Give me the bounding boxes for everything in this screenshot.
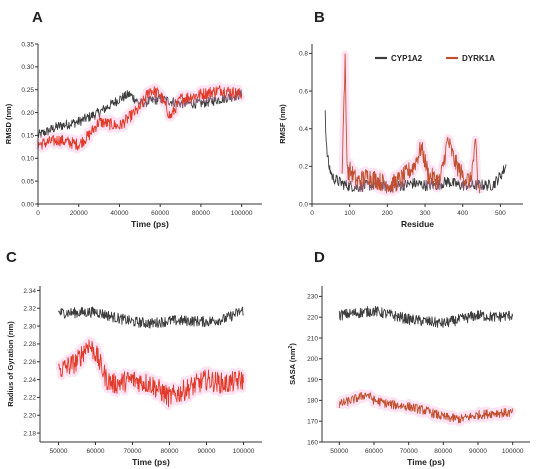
x-axis-label: Residue (401, 219, 434, 229)
y-axis-label: RMSD (nm) (4, 103, 13, 144)
y-tick-label: 0.8 (299, 51, 308, 58)
y-tick-label: 2.26 (23, 359, 36, 366)
x-tick-label: 300 (420, 210, 431, 217)
y-tick-label: 0.2 (299, 164, 308, 171)
series-line-dyrk1a (338, 392, 514, 424)
y-tick-label: 2.20 (23, 413, 36, 420)
panel-letter: D (314, 249, 325, 266)
x-tick-label: 90000 (469, 448, 487, 455)
x-tick-label: 80000 (434, 448, 452, 455)
y-tick-label: 210 (307, 335, 318, 342)
y-tick-label: 200 (307, 356, 318, 363)
x-tick-label: 80000 (192, 210, 210, 217)
x-axis-label: Time (ps) (132, 457, 170, 467)
y-axis-label: RMSF (nm) (278, 104, 287, 144)
x-tick-label: 500 (495, 210, 506, 217)
x-tick-label: 60000 (86, 448, 104, 455)
x-axis-label: Time (ps) (407, 457, 445, 467)
y-tick-label: 0.6 (299, 88, 308, 95)
y-tick-label: 180 (307, 398, 318, 405)
y-tick-label: 0.00 (21, 201, 34, 208)
y-tick-label: 0.15 (21, 133, 34, 140)
x-tick-label: 100000 (502, 448, 524, 455)
x-tick-label: 70000 (123, 448, 141, 455)
y-tick-label: 160 (307, 439, 318, 446)
x-tick-label: 200 (382, 210, 393, 217)
panel-letter: B (314, 9, 325, 26)
y-tick-label: 2.18 (23, 430, 36, 437)
y-tick-label: 2.22 (23, 395, 36, 402)
panel-c: C 50000 60000 70000 80000 90000 100000 2.18 2.20… (6, 249, 262, 467)
x-tick-label: 40000 (110, 210, 128, 217)
y-tick-label: 0.4 (299, 126, 308, 133)
legend-entry: DYRK1A (462, 54, 495, 63)
y-tick-label: 2.28 (23, 341, 36, 348)
y-tick-label: 0.05 (21, 178, 34, 185)
x-tick-label: 70000 (400, 448, 418, 455)
series-line-dyrk1a (58, 339, 244, 408)
series-line-cyp1a2 (58, 306, 244, 329)
panel-letter: A (32, 9, 43, 26)
x-tick-label: 60000 (365, 448, 383, 455)
series-line-cyp1a2 (324, 110, 507, 193)
y-tick-label: 0.20 (21, 110, 34, 117)
series-line-dyrk1a (37, 85, 243, 151)
panel-b: B 0 100 200 300 400 500 0.0 0.2 0.4 0.6 0.8 Residue R… (278, 9, 523, 229)
x-tick-label: 0 (310, 210, 314, 217)
y-tick-label: 190 (307, 377, 318, 384)
x-tick-label: 50000 (330, 448, 348, 455)
y-tick-label: 2.34 (23, 288, 36, 295)
x-tick-label: 100000 (231, 210, 253, 217)
y-tick-label: 2.32 (23, 306, 36, 313)
x-tick-label: 400 (457, 210, 468, 217)
x-tick-label: 60000 (151, 210, 169, 217)
y-axis-label: SASA (nm2) (288, 343, 297, 385)
y-tick-label: 170 (307, 419, 318, 426)
panel-letter: C (6, 249, 17, 266)
y-tick-label: 0.35 (21, 41, 34, 48)
y-tick-label: 0.0 (299, 201, 308, 208)
x-tick-label: 80000 (160, 448, 178, 455)
y-tick-label: 0.30 (21, 64, 34, 71)
y-axis-label: Radius of Gyration (nm) (6, 321, 15, 407)
x-tick-label: 0 (36, 210, 40, 217)
x-tick-label: 20000 (70, 210, 88, 217)
y-tick-label: 230 (307, 294, 318, 301)
x-tick-label: 100 (344, 210, 355, 217)
legend-entry: CYP1A2 (391, 54, 423, 63)
y-tick-label: 220 (307, 315, 318, 322)
panel-d: D 50000 60000 70000 80000 90000 100000 160 170 18… (288, 249, 530, 467)
y-tick-label: 2.24 (23, 377, 36, 384)
x-tick-label: 50000 (49, 448, 67, 455)
x-axis-label: Time (ps) (131, 219, 169, 229)
y-tick-label: 0.10 (21, 156, 34, 163)
series-line-dyrk1a (341, 53, 481, 194)
x-tick-label: 100000 (233, 448, 255, 455)
panel-a: A 0 20000 40000 60000 80000 100000 0.00 0.05 0.10… (4, 9, 262, 229)
series-line-cyp1a2 (338, 305, 514, 328)
x-tick-label: 90000 (197, 448, 215, 455)
y-tick-label: 2.30 (23, 323, 36, 330)
series-line-cyp1a2 (37, 89, 243, 138)
y-tick-label: 0.25 (21, 87, 34, 94)
